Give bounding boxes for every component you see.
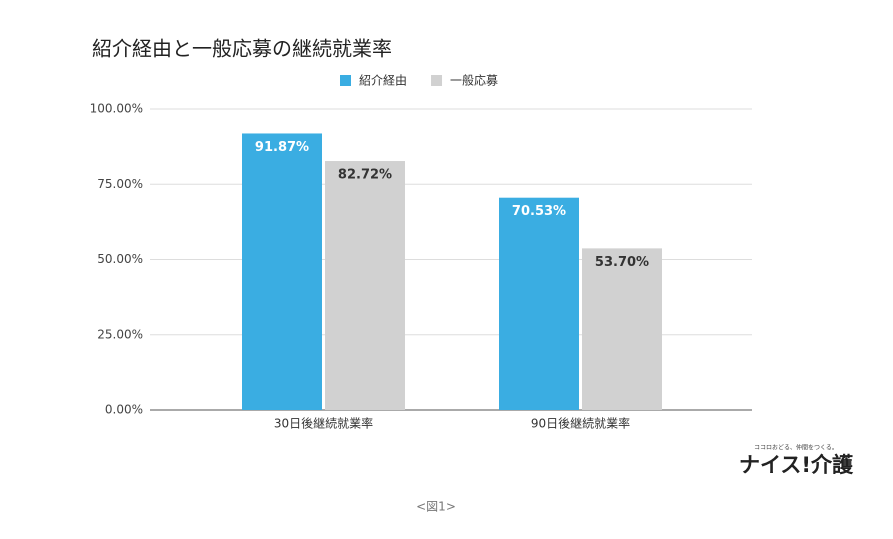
value-label: 70.53% bbox=[512, 204, 566, 219]
y-tick-label: 0.00% bbox=[105, 403, 143, 417]
bar bbox=[582, 248, 662, 410]
value-label: 91.87% bbox=[255, 140, 309, 155]
legend-label: 紹介経由 bbox=[359, 74, 407, 88]
value-label: 53.70% bbox=[595, 255, 649, 270]
value-label: 82.72% bbox=[338, 168, 392, 183]
bar bbox=[499, 197, 579, 410]
bar bbox=[242, 133, 322, 410]
legend-label: 一般応募 bbox=[450, 73, 498, 88]
bar bbox=[325, 161, 405, 410]
y-tick-label: 50.00% bbox=[97, 252, 143, 266]
y-tick-label: 100.00% bbox=[90, 102, 143, 116]
caption: <図1> bbox=[416, 500, 456, 514]
logo-tagline: ココロおどる、仲間をつくる。 bbox=[754, 444, 838, 452]
legend-swatch bbox=[431, 75, 443, 86]
x-tick-label: 90日後継続就業率 bbox=[531, 416, 630, 431]
y-tick-label: 25.00% bbox=[97, 327, 143, 341]
y-tick-label: 75.00% bbox=[97, 177, 143, 191]
logo: ナイス!介護 bbox=[739, 453, 854, 477]
chart-title: 紹介経由と一般応募の継続就業率 bbox=[92, 37, 392, 61]
x-tick-label: 30日後継続就業率 bbox=[274, 416, 373, 431]
legend-swatch bbox=[340, 75, 351, 86]
